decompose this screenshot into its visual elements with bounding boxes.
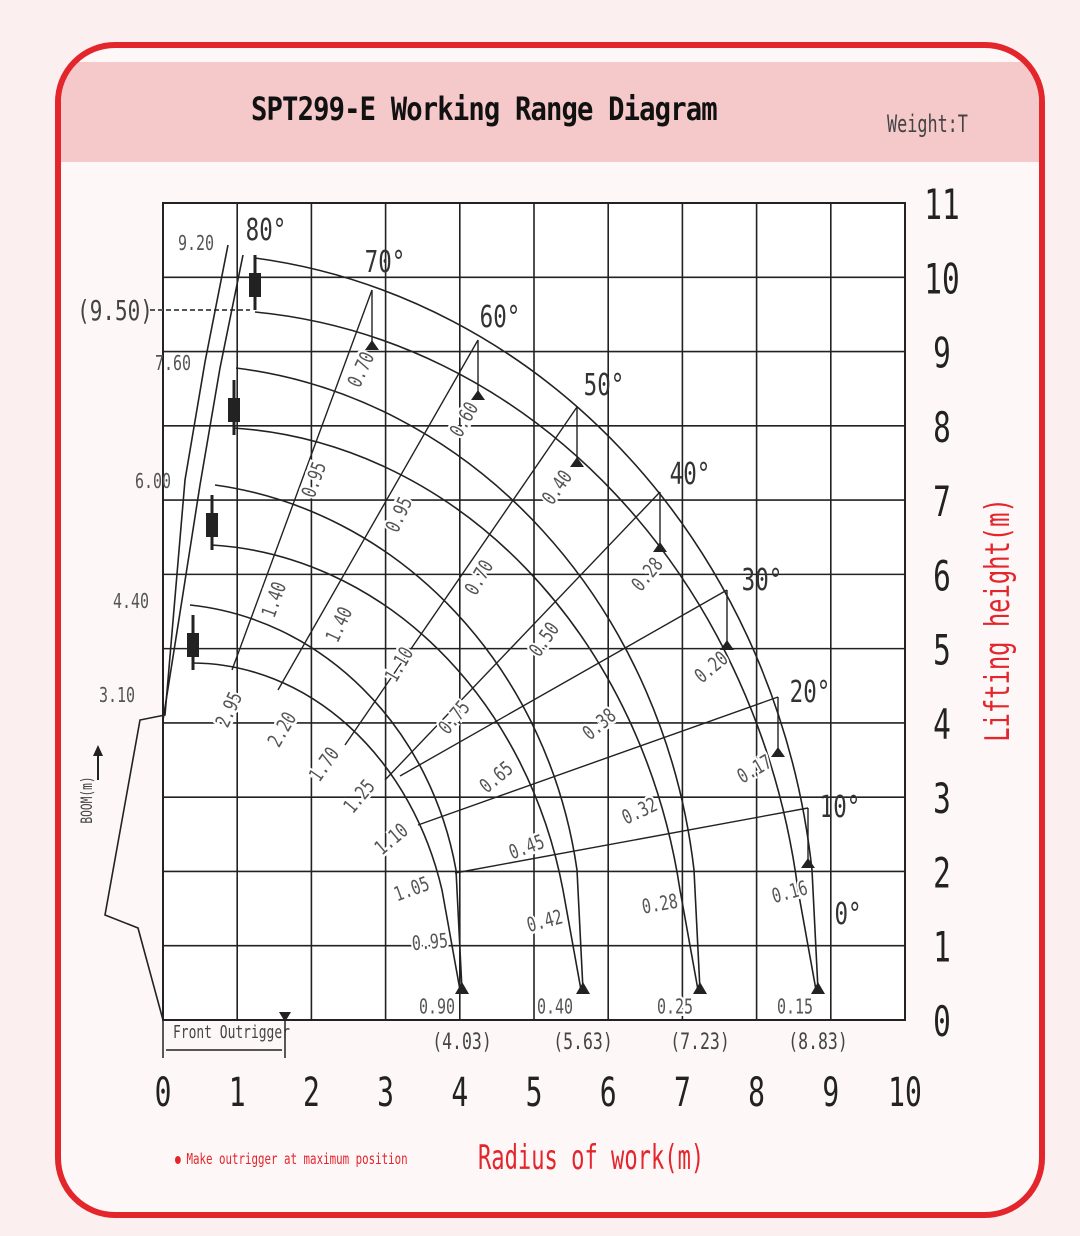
hook-triangle-icon <box>693 982 707 994</box>
angle-label: 80° <box>246 213 287 248</box>
x-tick-label: 10 <box>888 1070 922 1116</box>
angle-label: 0° <box>834 897 861 932</box>
angle-line <box>399 589 728 777</box>
boom-outline <box>104 244 229 1021</box>
angle-line <box>384 491 661 781</box>
x-tick-label: 2 <box>303 1070 320 1116</box>
angle-label: 40° <box>670 457 711 492</box>
header-band <box>61 62 1039 162</box>
weight-unit: Weight:T <box>887 110 968 138</box>
max-radius-label: (8.83) <box>788 1029 848 1055</box>
max-height-label: (9.50) <box>77 294 153 327</box>
boom-axis-label: BOOM(m) <box>78 776 97 823</box>
y-tick-label: 1 <box>933 922 951 972</box>
hook-arc <box>232 427 699 991</box>
boom-inner-outline <box>162 254 244 721</box>
y-tick-label: 4 <box>933 700 951 750</box>
x-tick-label: 0 <box>155 1070 172 1116</box>
load-triangle-icon <box>365 340 379 350</box>
boom-tip-arc <box>235 367 701 991</box>
angle-label: 30° <box>742 563 783 598</box>
x-tick-label: 1 <box>229 1070 246 1116</box>
diagram-title: SPT299-E Working Range Diagram <box>251 90 718 128</box>
x-tick-label: 5 <box>526 1070 543 1116</box>
x-tick-label: 4 <box>451 1070 468 1116</box>
front-outrigger-label: Front Outrigger <box>173 1021 290 1043</box>
angle-label: 50° <box>584 368 625 403</box>
angle-label: 20° <box>790 675 831 710</box>
load-value-label: 0.90 <box>419 997 455 1020</box>
max-radius-label: (5.63) <box>553 1029 613 1055</box>
angle-label: 60° <box>480 300 521 335</box>
load-value-label: 0.95 <box>411 930 449 956</box>
hook-arc <box>211 544 582 991</box>
x-tick-label: 9 <box>822 1070 839 1116</box>
load-value-label: 0.15 <box>777 997 813 1020</box>
y-tick-label: 10 <box>924 254 959 304</box>
load-value-label: 0.40 <box>537 997 573 1020</box>
boom-tip-arc <box>189 604 463 991</box>
outrigger-triangle-icon <box>279 1012 291 1022</box>
load-triangle-icon <box>720 640 734 650</box>
boom-length-label: 9.20 <box>178 233 214 256</box>
y-tick-label: 9 <box>933 328 951 378</box>
arrow-up-icon <box>93 745 103 756</box>
x-tick-label: 7 <box>674 1070 691 1116</box>
max-radius-label: (4.03) <box>432 1029 492 1055</box>
x-tick-label: 3 <box>377 1070 394 1116</box>
y-tick-label: 0 <box>933 997 951 1047</box>
boom-tip-arc <box>214 484 584 991</box>
hook-arc <box>254 311 817 991</box>
angle-line <box>417 696 779 826</box>
boom-length-label: 3.10 <box>99 685 135 708</box>
outrigger-note: Make outrigger at maximum position <box>175 1150 408 1168</box>
load-triangle-icon <box>801 858 815 868</box>
angle-line <box>454 807 809 874</box>
x-axis-label: Radius of work(m) <box>478 1138 705 1178</box>
angle-label: 70° <box>365 245 406 280</box>
y-tick-label: 2 <box>933 848 951 898</box>
y-axis-label: Lifting height(m) <box>978 498 1018 742</box>
boom-length-label: 6.00 <box>135 471 171 494</box>
load-triangle-icon <box>471 390 485 400</box>
load-value-label: 0.25 <box>657 997 693 1020</box>
x-tick-label: 8 <box>748 1070 765 1116</box>
y-tick-label: 5 <box>933 625 951 675</box>
load-triangle-icon <box>771 747 785 757</box>
load-triangle-icon <box>653 542 667 552</box>
angle-line <box>231 289 373 671</box>
boom-length-label: 7.60 <box>155 353 191 376</box>
angle-line <box>277 339 479 691</box>
max-radius-label: (7.23) <box>670 1029 730 1055</box>
y-tick-label: 11 <box>924 180 959 230</box>
load-triangle-icon <box>570 457 584 467</box>
boom-tip-arc <box>254 257 819 991</box>
angle-line <box>344 406 578 746</box>
y-tick-label: 3 <box>933 774 951 824</box>
y-tick-label: 6 <box>933 551 951 601</box>
x-tick-label: 6 <box>600 1070 617 1116</box>
hook-triangle-icon <box>576 982 590 994</box>
bullet-dot-icon <box>175 1155 181 1164</box>
hook-triangle-icon <box>811 982 825 994</box>
angle-label: 10° <box>820 790 861 825</box>
hook-triangle-icon <box>455 982 469 994</box>
y-tick-label: 7 <box>933 477 951 527</box>
y-tick-label: 8 <box>933 402 951 452</box>
boom-length-label: 4.40 <box>113 591 149 614</box>
